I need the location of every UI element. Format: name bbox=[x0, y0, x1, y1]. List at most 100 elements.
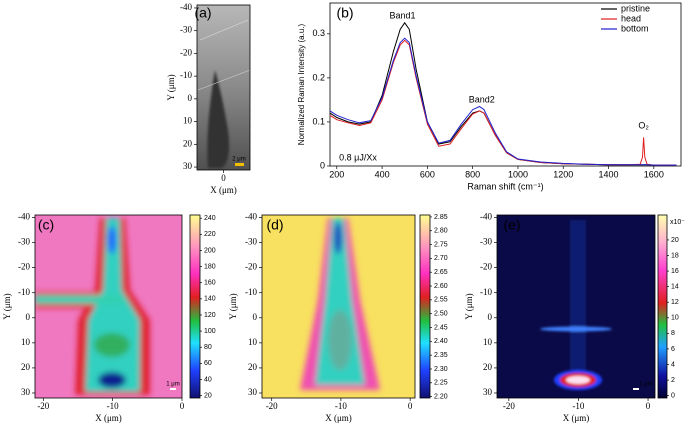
annotation: Band1 bbox=[389, 11, 415, 21]
x-tick-label: -10 bbox=[335, 401, 347, 411]
colorbar-tick-label: 6 bbox=[671, 346, 675, 353]
colorbar-tick-label: 14 bbox=[671, 283, 679, 290]
colorbar-tick-label: 12 bbox=[671, 299, 679, 306]
colorbar-tick-label: 200 bbox=[204, 247, 216, 254]
colorbar-tick-label: 0 bbox=[671, 393, 675, 400]
plot-frame bbox=[34, 214, 183, 399]
x-axis-label: X (μm) bbox=[563, 413, 590, 423]
heatmap-d bbox=[262, 215, 415, 398]
x-tick-label: 0 bbox=[180, 401, 185, 411]
legend-label: bottom bbox=[621, 23, 649, 33]
colorbar bbox=[190, 215, 200, 398]
annotation: O₂ bbox=[638, 121, 649, 131]
y-tick-label: -40 bbox=[180, 2, 192, 12]
colorbar-tick-label: 80 bbox=[204, 344, 212, 351]
x-tick-label: 200 bbox=[329, 169, 344, 179]
y-axis-label: Y (μm) bbox=[2, 293, 12, 319]
x-tick-label: -20 bbox=[266, 401, 278, 411]
colorbar-tick-label: 20 bbox=[204, 392, 212, 399]
colorbar-tick-label: 2.65 bbox=[434, 269, 448, 276]
x-tick-label: 0 bbox=[221, 173, 226, 183]
colorbar-tick-label: 2.35 bbox=[434, 352, 448, 359]
y-tick-label: -30 bbox=[245, 237, 257, 247]
y-tick-label: -20 bbox=[245, 262, 257, 272]
x-tick-label: 1400 bbox=[599, 169, 619, 179]
colorbar-tick-label: 180 bbox=[204, 263, 216, 270]
y-tick-label: -40 bbox=[480, 212, 492, 222]
x-tick-label: -10 bbox=[107, 401, 119, 411]
x-tick-label: 0 bbox=[646, 401, 651, 411]
colorbar-tick-label: 2 bbox=[671, 377, 675, 384]
colorbar-tick-label: 2.80 bbox=[434, 228, 448, 235]
colorbar-tick-label: 2.30 bbox=[434, 366, 448, 373]
y-tick-label: -20 bbox=[180, 47, 192, 57]
colorbar-tick-label: 18 bbox=[671, 252, 679, 259]
colorbar-unit: x10⁻³ bbox=[670, 219, 685, 226]
plot-frame bbox=[496, 214, 656, 399]
plot-frame bbox=[261, 214, 416, 399]
x-tick-label: 1600 bbox=[644, 169, 664, 179]
scale-bar-label: 1 μm bbox=[639, 382, 652, 388]
y-axis-label: Y (μm) bbox=[166, 74, 176, 100]
x-axis-label: Raman shift (cm⁻¹) bbox=[467, 181, 543, 191]
y-tick-label: 20 bbox=[483, 362, 493, 372]
colorbar-frame bbox=[657, 214, 668, 399]
y-tick-label: 10 bbox=[483, 337, 493, 347]
y-tick-label: 0.3 bbox=[312, 28, 325, 38]
annotation: 0.8 μJ/Xx bbox=[339, 152, 377, 162]
x-tick-label: 800 bbox=[465, 169, 480, 179]
panel-label: (d) bbox=[266, 217, 283, 233]
heatmap-c bbox=[35, 215, 182, 398]
y-tick-label: 30 bbox=[248, 387, 258, 397]
scale-bar-label: 2 μm bbox=[232, 157, 245, 163]
y-tick-label: 20 bbox=[21, 362, 31, 372]
colorbar-tick-label: 16 bbox=[671, 268, 679, 275]
colorbar-tick-label: 2.70 bbox=[434, 255, 448, 262]
colorbar-tick-label: 220 bbox=[204, 231, 216, 238]
colorbar-tick-label: 2.50 bbox=[434, 311, 448, 318]
colorbar-tick-label: 100 bbox=[204, 328, 216, 335]
line-series bbox=[329, 39, 677, 166]
x-tick-label: 1200 bbox=[553, 169, 573, 179]
colorbar-tick-label: 2.55 bbox=[434, 297, 448, 304]
x-tick-label: -20 bbox=[503, 401, 515, 411]
panel-label: (b) bbox=[336, 5, 353, 21]
y-tick-label: -30 bbox=[18, 237, 30, 247]
y-tick-label: -20 bbox=[480, 262, 492, 272]
colorbar-tick-label: 120 bbox=[204, 312, 216, 319]
y-tick-label: -20 bbox=[18, 262, 30, 272]
y-tick-label: 0 bbox=[320, 160, 325, 170]
y-axis-label: Y (μm) bbox=[228, 293, 238, 319]
scale-bar-label: 1 μm bbox=[166, 382, 179, 388]
colorbar-tick-label: 2.60 bbox=[434, 283, 448, 290]
y-tick-label: -10 bbox=[245, 287, 257, 297]
x-axis-label: X (μm) bbox=[325, 413, 352, 423]
annotation: Band2 bbox=[469, 94, 495, 104]
colorbar-tick-label: 160 bbox=[204, 280, 216, 287]
y-tick-label: -10 bbox=[180, 70, 192, 80]
colorbar-tick-label: 40 bbox=[204, 376, 212, 383]
y-tick-label: 10 bbox=[248, 337, 258, 347]
x-tick-label: 1000 bbox=[508, 169, 528, 179]
y-tick-label: 10 bbox=[21, 337, 31, 347]
y-tick-label: 0 bbox=[26, 312, 31, 322]
colorbar-tick-label: 10 bbox=[671, 315, 679, 322]
colorbar-tick-label: 2.25 bbox=[434, 380, 448, 387]
heatmap-e bbox=[497, 215, 655, 398]
y-tick-label: 0.1 bbox=[312, 116, 325, 126]
y-tick-label: 30 bbox=[483, 387, 493, 397]
colorbar-tick-label: 2.40 bbox=[434, 338, 448, 345]
colorbar-tick-label: 2.75 bbox=[434, 241, 448, 248]
colorbar-tick-label: 2.85 bbox=[434, 214, 448, 221]
colorbar-tick-label: 2.45 bbox=[434, 324, 448, 331]
line-series bbox=[329, 37, 677, 166]
colorbar-tick-label: 240 bbox=[204, 215, 216, 222]
panel-label: (a) bbox=[194, 5, 211, 21]
y-tick-label: 10 bbox=[183, 116, 193, 126]
line-series bbox=[329, 21, 677, 166]
colorbar-tick-label: 20 bbox=[671, 237, 679, 244]
x-tick-label: 0 bbox=[408, 401, 413, 411]
x-tick-label: -10 bbox=[572, 401, 584, 411]
y-tick-label: 0 bbox=[253, 312, 258, 322]
